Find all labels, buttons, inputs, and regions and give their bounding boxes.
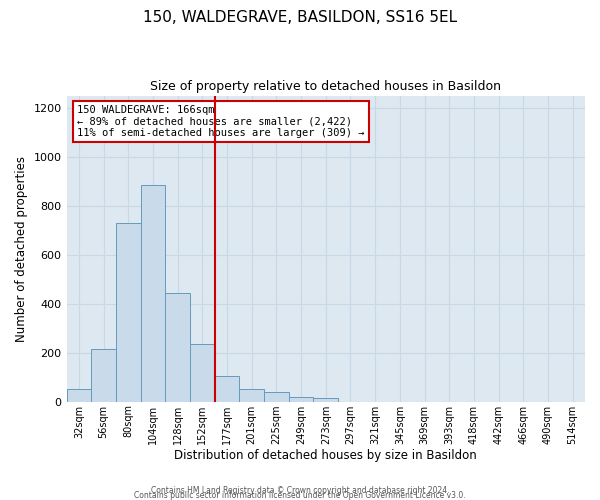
Bar — [264, 392, 289, 402]
Bar — [190, 344, 215, 402]
X-axis label: Distribution of detached houses by size in Basildon: Distribution of detached houses by size … — [175, 450, 477, 462]
Bar — [140, 185, 165, 402]
Bar — [239, 390, 264, 402]
Bar — [215, 376, 239, 402]
Bar — [289, 397, 313, 402]
Text: 150 WALDEGRAVE: 166sqm
← 89% of detached houses are smaller (2,422)
11% of semi-: 150 WALDEGRAVE: 166sqm ← 89% of detached… — [77, 104, 364, 138]
Text: Contains HM Land Registry data © Crown copyright and database right 2024.: Contains HM Land Registry data © Crown c… — [151, 486, 449, 495]
Bar — [116, 223, 140, 402]
Bar — [91, 349, 116, 402]
Bar — [165, 292, 190, 402]
Title: Size of property relative to detached houses in Basildon: Size of property relative to detached ho… — [150, 80, 501, 93]
Bar — [67, 390, 91, 402]
Bar — [313, 398, 338, 402]
Text: 150, WALDEGRAVE, BASILDON, SS16 5EL: 150, WALDEGRAVE, BASILDON, SS16 5EL — [143, 10, 457, 25]
Text: Contains public sector information licensed under the Open Government Licence v3: Contains public sector information licen… — [134, 491, 466, 500]
Y-axis label: Number of detached properties: Number of detached properties — [15, 156, 28, 342]
